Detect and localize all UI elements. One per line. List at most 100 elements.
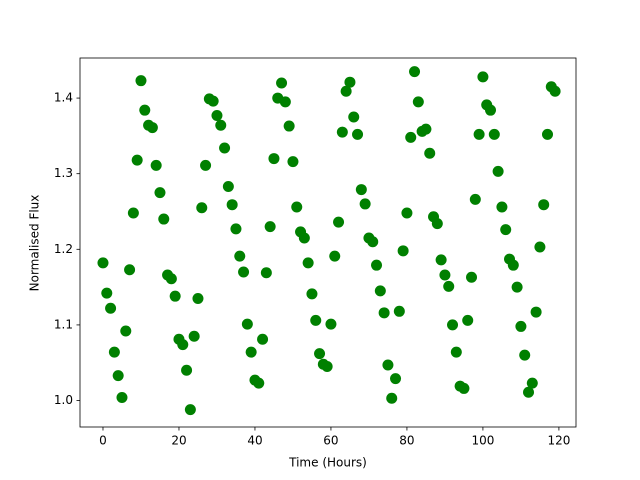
point bbox=[264, 221, 276, 233]
point bbox=[207, 95, 219, 107]
x-tick-label: 20 bbox=[171, 434, 186, 448]
point bbox=[101, 287, 113, 299]
point bbox=[534, 241, 546, 253]
point bbox=[371, 259, 383, 271]
point bbox=[200, 159, 212, 171]
point bbox=[177, 339, 189, 351]
point bbox=[382, 359, 394, 371]
point bbox=[439, 269, 451, 281]
point bbox=[549, 85, 561, 97]
point bbox=[188, 330, 200, 342]
point bbox=[260, 267, 272, 279]
point bbox=[424, 147, 436, 159]
plot-frame bbox=[79, 57, 577, 428]
point bbox=[401, 207, 413, 219]
point bbox=[124, 264, 136, 276]
point bbox=[409, 66, 421, 78]
point bbox=[120, 325, 132, 337]
y-tick-label: 1.4 bbox=[54, 91, 73, 105]
point bbox=[344, 76, 356, 88]
point bbox=[352, 128, 364, 140]
point bbox=[268, 153, 280, 165]
point bbox=[257, 333, 269, 345]
point bbox=[108, 346, 120, 358]
y-axis-label: Normalised Flux bbox=[28, 195, 42, 292]
point bbox=[310, 314, 322, 326]
point bbox=[420, 123, 432, 135]
point bbox=[116, 392, 128, 404]
point bbox=[245, 346, 257, 358]
point bbox=[238, 266, 250, 278]
point bbox=[386, 392, 398, 404]
point bbox=[473, 128, 485, 140]
y-tick-label: 1.2 bbox=[54, 242, 73, 256]
point bbox=[146, 122, 158, 134]
y-tick-label: 1.0 bbox=[54, 393, 73, 407]
point bbox=[374, 285, 386, 297]
point bbox=[530, 306, 542, 318]
point bbox=[447, 319, 459, 331]
point bbox=[515, 320, 527, 332]
x-tick-label: 120 bbox=[547, 434, 570, 448]
point bbox=[542, 128, 554, 140]
point bbox=[458, 382, 470, 394]
point bbox=[526, 377, 538, 389]
point bbox=[367, 236, 379, 248]
point bbox=[279, 96, 291, 108]
x-tick-label: 40 bbox=[247, 434, 262, 448]
point bbox=[340, 85, 352, 97]
point bbox=[105, 302, 117, 314]
point bbox=[321, 361, 333, 373]
point bbox=[469, 193, 481, 205]
point bbox=[169, 290, 181, 302]
point bbox=[112, 370, 124, 382]
point bbox=[378, 307, 390, 319]
point bbox=[302, 257, 314, 269]
point bbox=[181, 364, 193, 376]
point bbox=[253, 377, 265, 389]
point bbox=[211, 109, 223, 121]
point bbox=[336, 126, 348, 138]
point bbox=[150, 159, 162, 171]
point bbox=[496, 201, 508, 213]
point bbox=[485, 104, 497, 116]
point bbox=[477, 71, 489, 83]
point bbox=[435, 254, 447, 266]
point bbox=[462, 314, 474, 326]
point bbox=[488, 128, 500, 140]
point bbox=[287, 156, 299, 168]
point bbox=[500, 224, 512, 236]
point bbox=[348, 111, 360, 123]
point bbox=[306, 288, 318, 300]
x-tick-label: 60 bbox=[323, 434, 338, 448]
point bbox=[355, 184, 367, 196]
point bbox=[492, 165, 504, 177]
point bbox=[219, 142, 231, 154]
point bbox=[131, 154, 143, 166]
x-tick-label: 80 bbox=[399, 434, 414, 448]
point bbox=[192, 292, 204, 304]
point bbox=[283, 120, 295, 132]
point bbox=[230, 223, 242, 235]
point bbox=[314, 348, 326, 360]
point bbox=[412, 96, 424, 108]
point bbox=[241, 318, 253, 330]
point bbox=[511, 281, 523, 293]
point bbox=[291, 201, 303, 213]
point bbox=[359, 198, 371, 210]
point bbox=[215, 119, 227, 131]
point bbox=[158, 213, 170, 225]
point bbox=[443, 280, 455, 292]
point bbox=[466, 271, 478, 283]
point bbox=[127, 207, 139, 219]
point bbox=[298, 232, 310, 244]
point bbox=[397, 245, 409, 257]
point bbox=[97, 257, 109, 269]
point bbox=[523, 386, 535, 398]
point bbox=[276, 77, 288, 89]
point bbox=[135, 75, 147, 87]
point bbox=[196, 202, 208, 214]
point bbox=[405, 131, 417, 143]
